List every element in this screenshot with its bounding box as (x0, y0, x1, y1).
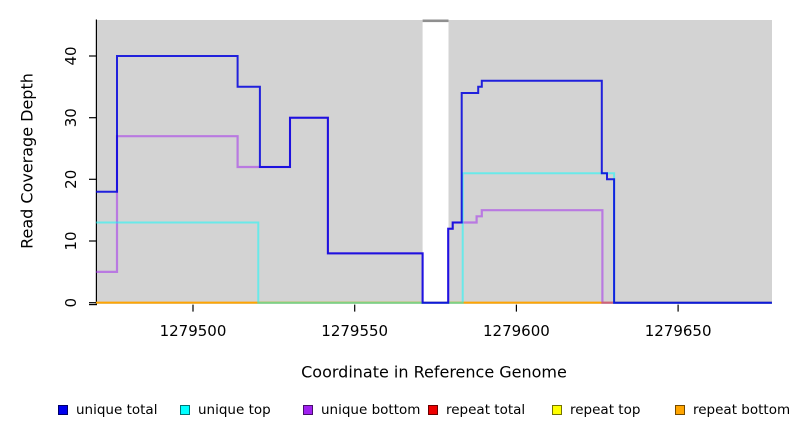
legend-swatch-repeat-bottom (675, 405, 685, 415)
series-group (96, 55, 772, 304)
legend-swatch-repeat-top (552, 405, 562, 415)
y-tick-label: 20 (62, 170, 80, 189)
legend-label: repeat top (570, 402, 641, 418)
legend-label: unique total (76, 402, 158, 418)
legend-item-repeat-total: repeat total (428, 402, 526, 418)
x-tick-label: 1279600 (483, 322, 550, 340)
y-tick-label: 0 (62, 298, 80, 308)
y-axis-title: Read Coverage Depth (17, 73, 37, 249)
legend-item-unique-bottom: unique bottom (303, 402, 421, 418)
x-tick-label: 1279650 (645, 322, 712, 340)
y-tick-label: 40 (62, 46, 80, 65)
x-tick-label: 1279550 (321, 322, 388, 340)
gap-top-cap (422, 19, 449, 23)
legend-item-repeat-bottom: repeat bottom (675, 402, 791, 418)
y-tick-label: 30 (62, 108, 80, 127)
no-data-gap (422, 20, 449, 304)
y-tick-label: 10 (62, 231, 80, 250)
legend-label: unique bottom (321, 402, 421, 418)
series-line-unique-total (96, 55, 772, 304)
legend-label: repeat total (446, 402, 526, 418)
legend-label: repeat bottom (693, 402, 791, 418)
legend-item-repeat-top: repeat top (552, 402, 641, 418)
legend-swatch-repeat-total (428, 405, 438, 415)
x-axis-title: Coordinate in Reference Genome (301, 362, 567, 382)
legend-swatch-unique-total (58, 405, 68, 415)
legend-item-unique-total: unique total (58, 402, 158, 418)
legend-swatch-unique-top (180, 405, 190, 415)
legend-swatch-unique-bottom (303, 405, 313, 415)
x-tick-label: 1279500 (160, 322, 227, 340)
legend-item-unique-top: unique top (180, 402, 271, 418)
legend-label: unique top (198, 402, 271, 418)
